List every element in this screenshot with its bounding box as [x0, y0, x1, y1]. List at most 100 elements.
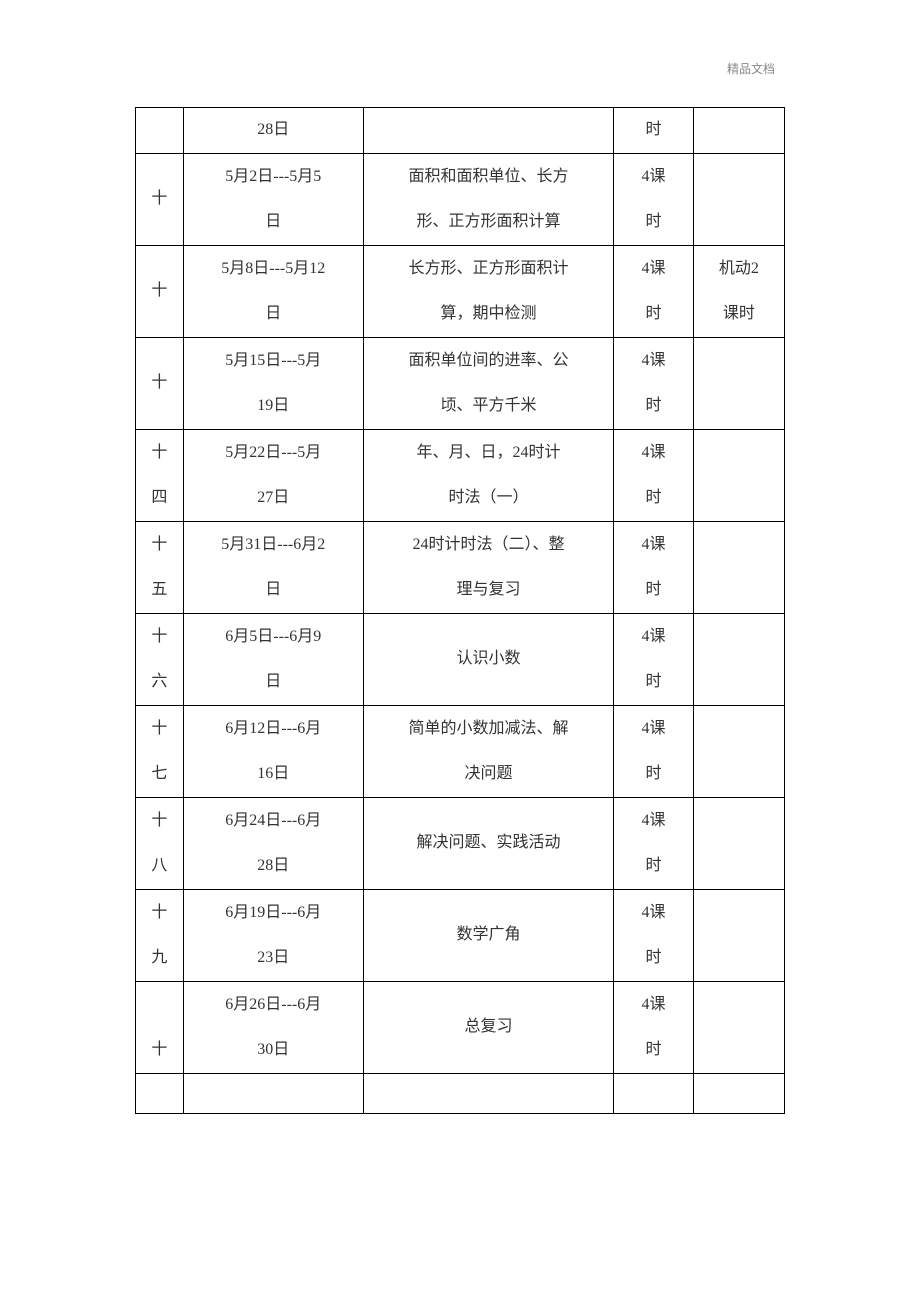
date-cell: 28日: [183, 108, 363, 154]
week-cell: [136, 108, 184, 154]
table-row: 五 日 理与复习 时: [136, 568, 785, 614]
week-cell: 七: [136, 752, 184, 798]
content-cell: 年、月、日，24时计: [363, 430, 613, 476]
week-cell: 十: [136, 798, 184, 844]
note-cell: [693, 982, 784, 1074]
hours-cell: 时: [614, 476, 694, 522]
hours-cell: 时: [614, 200, 694, 246]
content-cell: 理与复习: [363, 568, 613, 614]
note-cell: [693, 1074, 784, 1114]
note-cell: [693, 890, 784, 982]
table-row: 6月26日---6月 总复习 4课: [136, 982, 785, 1028]
hours-cell: 时: [614, 936, 694, 982]
date-cell: 16日: [183, 752, 363, 798]
date-cell: 23日: [183, 936, 363, 982]
week-cell: 五: [136, 568, 184, 614]
date-cell: 5月8日---5月12: [183, 246, 363, 292]
date-cell: 19日: [183, 384, 363, 430]
week-cell: 九: [136, 936, 184, 982]
date-cell: 6月12日---6月: [183, 706, 363, 752]
hours-cell: 时: [614, 660, 694, 706]
content-cell: 面积和面积单位、长方: [363, 154, 613, 200]
week-cell: 十: [136, 614, 184, 660]
week-cell: 十: [136, 890, 184, 936]
content-cell: 形、正方形面积计算: [363, 200, 613, 246]
hours-cell: 4课: [614, 154, 694, 200]
date-cell: 5月22日---5月: [183, 430, 363, 476]
content-cell: 认识小数: [363, 614, 613, 706]
hours-cell: 4课: [614, 522, 694, 568]
schedule-table: 28日 时 十 5月2日---5月5 面积和面积单位、长方 4课 日 形、正方形…: [135, 107, 785, 1114]
date-cell: 5月31日---6月2: [183, 522, 363, 568]
table-row: 十 5月31日---6月2 24时计时法（二）、整 4课: [136, 522, 785, 568]
date-cell: 日: [183, 660, 363, 706]
hours-cell: [614, 1074, 694, 1114]
note-cell: [693, 798, 784, 890]
hours-cell: 时: [614, 752, 694, 798]
content-cell: 时法（一）: [363, 476, 613, 522]
note-cell: 机动2: [693, 246, 784, 292]
table-row: 十 6月24日---6月 解决问题、实践活动 4课: [136, 798, 785, 844]
hours-cell: 4课: [614, 430, 694, 476]
date-cell: 30日: [183, 1028, 363, 1074]
content-cell: 决问题: [363, 752, 613, 798]
week-cell: 十: [136, 154, 184, 246]
content-cell: 24时计时法（二）、整: [363, 522, 613, 568]
hours-cell: 4课: [614, 890, 694, 936]
hours-cell: 4课: [614, 338, 694, 384]
note-cell: 课时: [693, 292, 784, 338]
note-cell: [693, 108, 784, 154]
date-cell: 6月19日---6月: [183, 890, 363, 936]
week-cell: 十: [136, 706, 184, 752]
date-cell: 日: [183, 568, 363, 614]
note-cell: [693, 430, 784, 522]
date-cell: 6月5日---6月9: [183, 614, 363, 660]
date-cell: 6月26日---6月: [183, 982, 363, 1028]
hours-cell: 4课: [614, 982, 694, 1028]
content-cell: 长方形、正方形面积计: [363, 246, 613, 292]
content-cell: 简单的小数加减法、解: [363, 706, 613, 752]
week-cell: 八: [136, 844, 184, 890]
hours-cell: 时: [614, 568, 694, 614]
table-row: 七 16日 决问题 时: [136, 752, 785, 798]
table-row: 19日 顷、平方千米 时: [136, 384, 785, 430]
document-header-label: 精品文档: [135, 60, 785, 77]
content-cell: 面积单位间的进率、公: [363, 338, 613, 384]
hours-cell: 时: [614, 108, 694, 154]
hours-cell: 4课: [614, 706, 694, 752]
date-cell: 5月2日---5月5: [183, 154, 363, 200]
date-cell: 日: [183, 200, 363, 246]
table-row: 28日 时: [136, 108, 785, 154]
table-row: 十 6月12日---6月 简单的小数加减法、解 4课: [136, 706, 785, 752]
table-row: 十 5月15日---5月 面积单位间的进率、公 4课: [136, 338, 785, 384]
week-cell: 十: [136, 430, 184, 476]
table-row: 十 6月5日---6月9 认识小数 4课: [136, 614, 785, 660]
note-cell: [693, 706, 784, 798]
table-row: 十 5月22日---5月 年、月、日，24时计 4课: [136, 430, 785, 476]
note-cell: [693, 614, 784, 706]
table-row: 日 形、正方形面积计算 时: [136, 200, 785, 246]
date-cell: 日: [183, 292, 363, 338]
content-cell: 顷、平方千米: [363, 384, 613, 430]
week-cell: [136, 982, 184, 1028]
week-cell: [136, 1074, 184, 1114]
table-row: 四 27日 时法（一） 时: [136, 476, 785, 522]
date-cell: [183, 1074, 363, 1114]
week-cell: 十: [136, 522, 184, 568]
content-cell: 算，期中检测: [363, 292, 613, 338]
week-cell: 十: [136, 246, 184, 338]
hours-cell: 时: [614, 384, 694, 430]
hours-cell: 时: [614, 1028, 694, 1074]
week-cell: 四: [136, 476, 184, 522]
week-cell: 十: [136, 1028, 184, 1074]
table-row: 十 6月19日---6月 数学广角 4课: [136, 890, 785, 936]
week-cell: 十: [136, 338, 184, 430]
date-cell: 5月15日---5月: [183, 338, 363, 384]
content-cell: 解决问题、实践活动: [363, 798, 613, 890]
content-cell: 数学广角: [363, 890, 613, 982]
hours-cell: 时: [614, 292, 694, 338]
hours-cell: 时: [614, 844, 694, 890]
table-row: 日 算，期中检测 时 课时: [136, 292, 785, 338]
table-row: 十 5月2日---5月5 面积和面积单位、长方 4课: [136, 154, 785, 200]
content-cell: 总复习: [363, 982, 613, 1074]
